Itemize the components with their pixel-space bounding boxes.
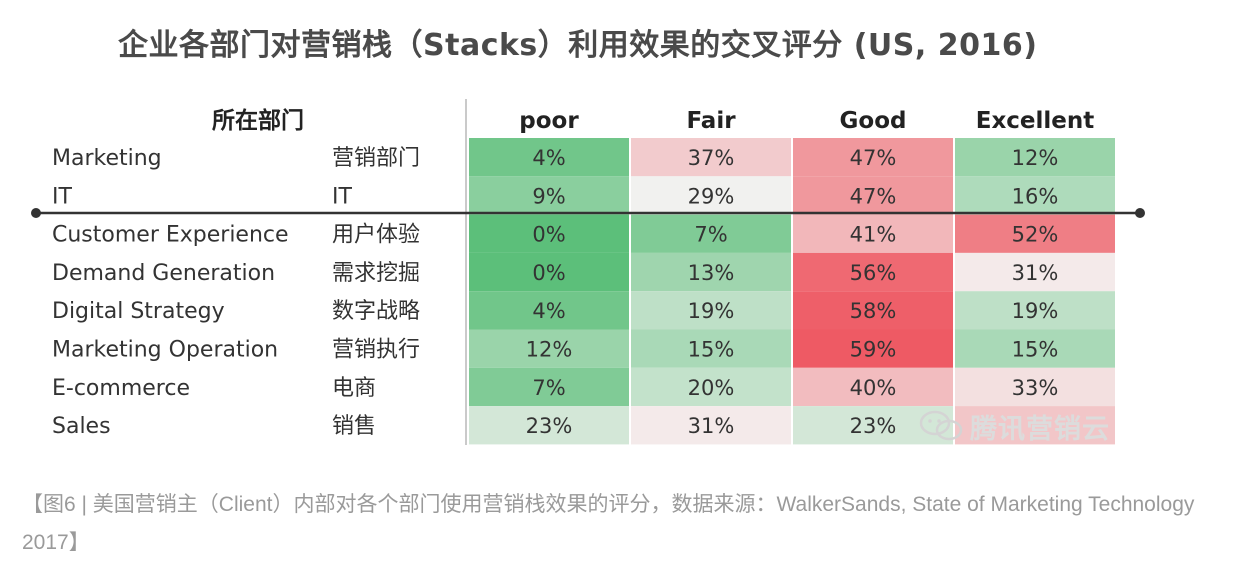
cell-value-label: 29% bbox=[688, 184, 735, 208]
row-label-zh: 用户体验 bbox=[332, 223, 420, 248]
cell-value-label: 47% bbox=[850, 146, 897, 170]
heatmap-cell bbox=[631, 329, 791, 368]
cell-value-label: 13% bbox=[688, 261, 735, 285]
row-label-en: Customer Experience bbox=[52, 223, 289, 248]
heatmap-cell bbox=[469, 214, 629, 253]
cell-value-label: 4% bbox=[532, 146, 565, 170]
row-label-en: Demand Generation bbox=[52, 261, 275, 286]
row-label-zh: 需求挖掘 bbox=[332, 261, 420, 286]
heatmap-cell bbox=[469, 367, 629, 407]
separator-right-dot bbox=[1135, 208, 1145, 218]
row-label-zh: 营销执行 bbox=[332, 338, 420, 363]
wechat-icon bbox=[919, 410, 963, 441]
heatmap-cell bbox=[469, 176, 629, 215]
heatmap-cell bbox=[469, 138, 629, 177]
cell-value-label: 33% bbox=[1012, 376, 1059, 400]
cell-value-label: 52% bbox=[1012, 223, 1059, 247]
column-header-poor: poor bbox=[519, 108, 579, 134]
row-header-label: 所在部门 bbox=[212, 107, 304, 134]
heatmap-cell bbox=[793, 367, 953, 407]
chart-title: 企业各部门对营销栈（Stacks）利用效果的交叉评分 (US, 2016) bbox=[118, 28, 1038, 63]
cell-value-label: 20% bbox=[688, 376, 735, 400]
cell-value-label: 4% bbox=[532, 299, 565, 323]
cell-layer: 4% 37% 47% 12% 9% 29% 47% 16% 0% 7% 41% 52% 0% 13% 56%… bbox=[469, 138, 1115, 445]
cell-value-label: 7% bbox=[694, 223, 727, 247]
heatmap-cell bbox=[955, 138, 1115, 177]
row-label-en: IT bbox=[52, 184, 72, 209]
heatmap-cell bbox=[955, 329, 1115, 368]
column-header-fair: Fair bbox=[686, 108, 736, 134]
row-label-zh: IT bbox=[332, 184, 352, 209]
heatmap-cell bbox=[793, 176, 953, 215]
heatmap-cell bbox=[793, 138, 953, 177]
watermark: 腾讯营销云 bbox=[918, 406, 1110, 446]
row-label-en: E-commerce bbox=[52, 376, 190, 401]
heatmap-cell bbox=[631, 214, 791, 253]
cell-value-label: 9% bbox=[532, 184, 565, 208]
heatmap-cell bbox=[793, 252, 953, 292]
cell-value-label: 40% bbox=[850, 376, 897, 400]
separator-left-dot bbox=[31, 208, 41, 218]
column-header-excellent: Excellent bbox=[976, 108, 1095, 134]
heatmap-cell bbox=[955, 214, 1115, 253]
cell-value-label: 12% bbox=[526, 338, 573, 362]
heatmap-cell bbox=[469, 406, 629, 445]
watermark-text: 腾讯营销云 bbox=[970, 413, 1110, 445]
heatmap-cell bbox=[793, 329, 953, 368]
heatmap-cell bbox=[955, 291, 1115, 330]
cell-value-label: 31% bbox=[688, 414, 735, 438]
heatmap-cell bbox=[631, 291, 791, 330]
cell-value-label: 12% bbox=[1012, 146, 1059, 170]
heatmap-cell bbox=[631, 367, 791, 407]
heatmap-cell bbox=[955, 406, 1115, 445]
cell-value-label: 31% bbox=[1012, 261, 1059, 285]
cell-value-label: 7% bbox=[532, 376, 565, 400]
cell-value-label: 37% bbox=[688, 146, 735, 170]
row-label-en: Marketing bbox=[52, 146, 162, 171]
heatmap-cell bbox=[955, 367, 1115, 407]
heatmap-cell bbox=[469, 291, 629, 330]
heatmap-cell bbox=[955, 176, 1115, 215]
cell-value-label: 58% bbox=[850, 299, 897, 323]
heatmap-cell bbox=[631, 176, 791, 215]
heatmap-cell bbox=[793, 214, 953, 253]
cell-value-label: 41% bbox=[850, 223, 897, 247]
row-label-layer: Marketing 营销部门 IT IT Customer Experience 用户体验… bbox=[52, 146, 420, 439]
cell-value-label: 15% bbox=[688, 338, 735, 362]
cell-value-label: 15% bbox=[1012, 338, 1059, 362]
cell-value-label: 56% bbox=[850, 261, 897, 285]
cell-value-label: 19% bbox=[688, 299, 735, 323]
heatmap-cell bbox=[793, 406, 953, 445]
heatmap-cell bbox=[631, 252, 791, 292]
heatmap-cell bbox=[631, 406, 791, 445]
heatmap-cell bbox=[469, 329, 629, 368]
column-header-layer: 所在部门 poor Fair Good Excellent bbox=[212, 107, 1094, 134]
row-label-zh: 营销部门 bbox=[332, 146, 420, 171]
heatmap-cell bbox=[469, 252, 629, 292]
cell-value-label: 59% bbox=[850, 338, 897, 362]
row-label-en: Sales bbox=[52, 414, 111, 439]
row-label-zh: 电商 bbox=[332, 376, 376, 401]
row-label-zh: 数字战略 bbox=[332, 299, 420, 324]
row-label-en: Marketing Operation bbox=[52, 338, 278, 363]
cell-value-label: 19% bbox=[1012, 299, 1059, 323]
heatmap-cell bbox=[955, 252, 1115, 292]
column-header-good: Good bbox=[840, 108, 907, 134]
figure-caption: 【图6 | 美国营销主（Client）内部对各个部门使用营销栈效果的评分，数据来… bbox=[22, 493, 1195, 554]
cell-value-label: 0% bbox=[532, 223, 565, 247]
row-label-en: Digital Strategy bbox=[52, 299, 225, 324]
cell-value-label: 16% bbox=[1012, 184, 1059, 208]
heatmap-chart: 所在部门 poor Fair Good Excellent 4% 37% 47% 12% 9%… bbox=[31, 99, 1145, 445]
heatmap-cell bbox=[631, 138, 791, 177]
cell-value-label: 47% bbox=[850, 184, 897, 208]
row-label-zh: 销售 bbox=[332, 414, 376, 439]
cell-value-label: 0% bbox=[532, 261, 565, 285]
cell-value-label: 23% bbox=[850, 414, 897, 438]
heatmap-cell bbox=[793, 291, 953, 330]
cell-value-label: 23% bbox=[526, 414, 573, 438]
